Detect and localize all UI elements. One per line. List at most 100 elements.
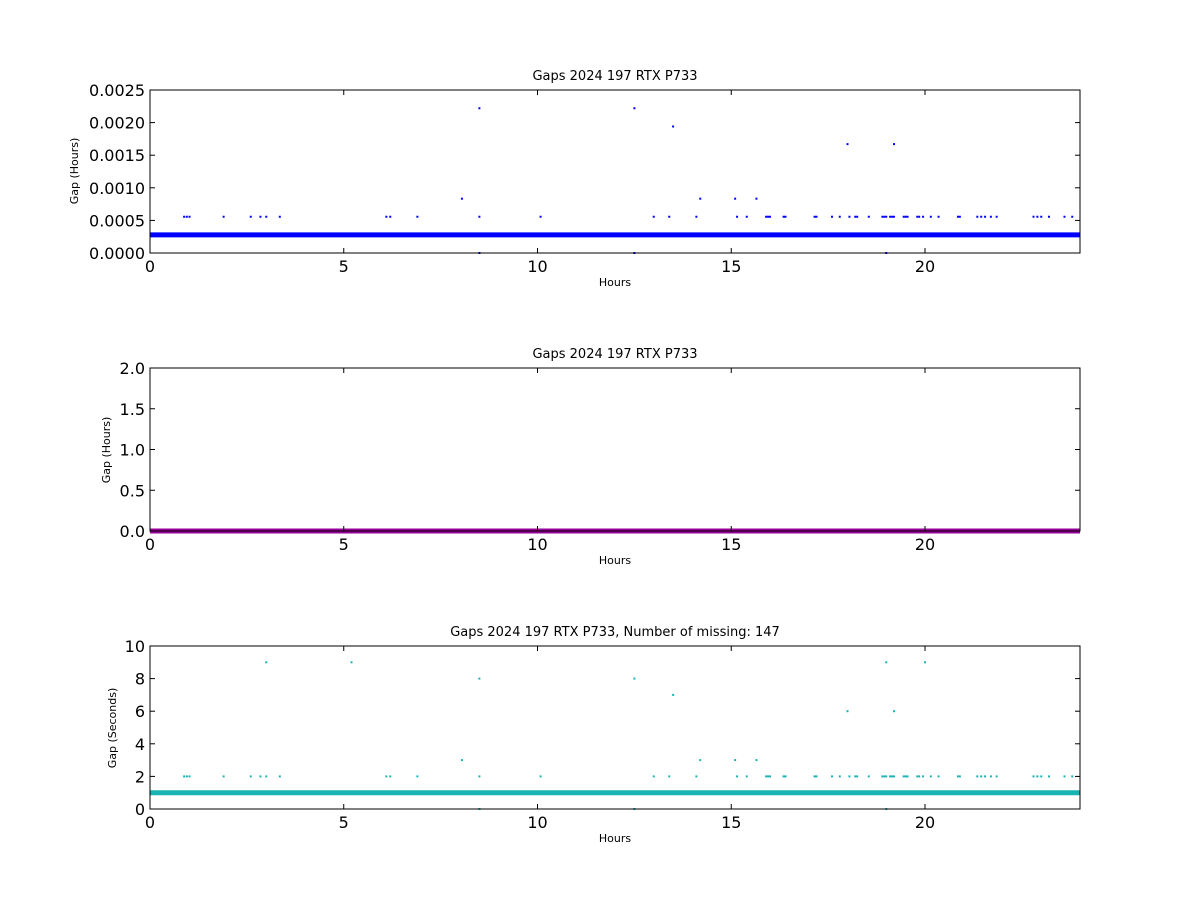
subplot-3: Gaps 2024 197 RTX P733, Number of missin… — [106, 625, 1081, 845]
chart-3-y-tick-label: 0 — [135, 800, 145, 819]
chart-3-data-point — [782, 775, 785, 778]
chart-1-x-tick-label: 10 — [527, 257, 547, 276]
chart-1-data-point — [1040, 215, 1043, 218]
chart-1-data-point — [668, 215, 671, 218]
chart-1-x-tick-label: 0 — [145, 257, 155, 276]
chart-2-x-tick-label: 0 — [145, 535, 155, 554]
chart-3-data-point — [416, 775, 419, 778]
chart-3-data-point — [745, 775, 748, 778]
chart-1-data-point — [937, 215, 940, 218]
chart-1-axes-frame — [149, 89, 1081, 254]
chart-3-data-point — [854, 775, 857, 778]
chart-3-data-point — [695, 775, 698, 778]
chart-1-data-point — [893, 215, 895, 218]
chart-1-data-point — [831, 215, 833, 218]
chart-1-data-point — [249, 215, 252, 218]
chart-3-y-tick-label: 8 — [135, 670, 145, 689]
chart-3-y-tick-label: 10 — [125, 637, 145, 656]
chart-1-data-point — [929, 215, 932, 218]
chart-3-ylabel: Gap (Seconds) — [106, 688, 119, 769]
chart-1-y-tick-label: 0.0000 — [89, 244, 145, 263]
chart-3-data-point — [984, 775, 987, 778]
chart-3-data-point — [539, 775, 542, 778]
chart-3-x-tick-label: 5 — [339, 813, 349, 832]
chart-3-data-point — [784, 775, 787, 778]
chart-3-data-point — [958, 775, 961, 778]
chart-3-data-point — [867, 775, 870, 778]
chart-3-data-point — [767, 775, 770, 778]
chart-1-data-point — [984, 215, 987, 218]
chart-3-data-point — [1032, 775, 1035, 778]
chart-1-x-tick-label: 15 — [721, 257, 741, 276]
chart-1-data-point — [958, 215, 961, 218]
chart-3-data-point — [1036, 775, 1039, 778]
chart-1-data-point — [478, 107, 481, 110]
chart-3-data-point — [856, 775, 859, 778]
chart-1-data-point — [183, 215, 186, 218]
chart-3-data-point — [838, 775, 841, 778]
chart-1-data-point — [881, 215, 884, 218]
chart-1-data-point — [980, 215, 983, 218]
chart-3-data-point — [885, 775, 888, 778]
chart-1-data-point — [765, 215, 768, 218]
chart-3-data-point — [1063, 775, 1066, 778]
chart-1-data-point — [755, 197, 758, 200]
chart-3-data-point — [249, 775, 252, 778]
chart-3-data-point — [385, 775, 388, 778]
chart-1-data-point — [976, 215, 979, 218]
chart-1-data-point — [918, 215, 921, 218]
subplot-1: Gaps 2024 197 RTX P733 Hours Gap (Hours)… — [68, 69, 1081, 289]
chart-3-data-point — [478, 677, 481, 680]
chart-3-y-tick-label: 4 — [135, 735, 145, 754]
chart-3-y-tick-label: 2 — [135, 767, 145, 786]
chart-3-data-point — [980, 775, 983, 778]
chart-1-data-point — [734, 197, 737, 200]
chart-3-data-point — [1040, 775, 1043, 778]
chart-1-data-point — [904, 215, 907, 218]
chart-3-x-tick-label: 0 — [145, 813, 155, 832]
chart-1-y-tick-label: 0.0015 — [89, 146, 145, 165]
chart-3-data-point — [881, 775, 884, 778]
chart-1-data-point — [784, 215, 787, 218]
chart-2-y-tick-label: 1.5 — [120, 400, 145, 419]
chart-3-data-point — [350, 661, 353, 664]
chart-1-data-point — [856, 215, 859, 218]
chart-3-data-point — [734, 759, 737, 762]
chart-3-data-point — [902, 775, 905, 778]
chart-1-data-point — [672, 125, 675, 128]
chart-1-data-point — [385, 215, 388, 218]
chart-3-data-point — [1048, 775, 1050, 778]
chart-3-data-point — [815, 775, 818, 778]
chart-1-data-point — [416, 215, 419, 218]
chart-1-data-point — [916, 215, 919, 218]
chart-1-data-point — [838, 215, 841, 218]
chart-1-data-point — [539, 215, 542, 218]
chart-3-data-point — [259, 775, 262, 778]
chart-2-y-tick-label: 1.0 — [120, 441, 145, 460]
chart-1-data-point — [848, 215, 851, 218]
chart-3-data-point — [633, 677, 636, 680]
chart-1-data-point — [745, 215, 748, 218]
chart-1-data-point — [222, 215, 225, 218]
chart-1-data-point — [893, 143, 895, 146]
chart-1-data-point — [1063, 215, 1066, 218]
chart-3-data-point — [891, 775, 894, 778]
chart-1-data-point — [265, 215, 268, 218]
chart-3-data-point — [885, 661, 888, 664]
chart-1-data-point — [995, 215, 998, 218]
chart-3-data-point — [699, 759, 702, 762]
chart-1-data-point — [922, 215, 925, 218]
chart-3-data-point — [185, 775, 188, 778]
chart-1-y-tick-label: 0.0005 — [89, 211, 145, 230]
chart-3-data-point — [848, 775, 851, 778]
chart-1-data-point — [902, 215, 905, 218]
chart-1-data-point — [867, 215, 870, 218]
chart-2-y-tick-label: 0.0 — [120, 522, 145, 541]
chart-1-data-point — [815, 215, 818, 218]
chart-2-y-tick-label: 2.0 — [120, 359, 145, 378]
chart-3-title: Gaps 2024 197 RTX P733, Number of missin… — [450, 625, 780, 640]
chart-3-data-point — [883, 775, 886, 778]
chart-1-y-tick-label: 0.0020 — [89, 114, 145, 133]
